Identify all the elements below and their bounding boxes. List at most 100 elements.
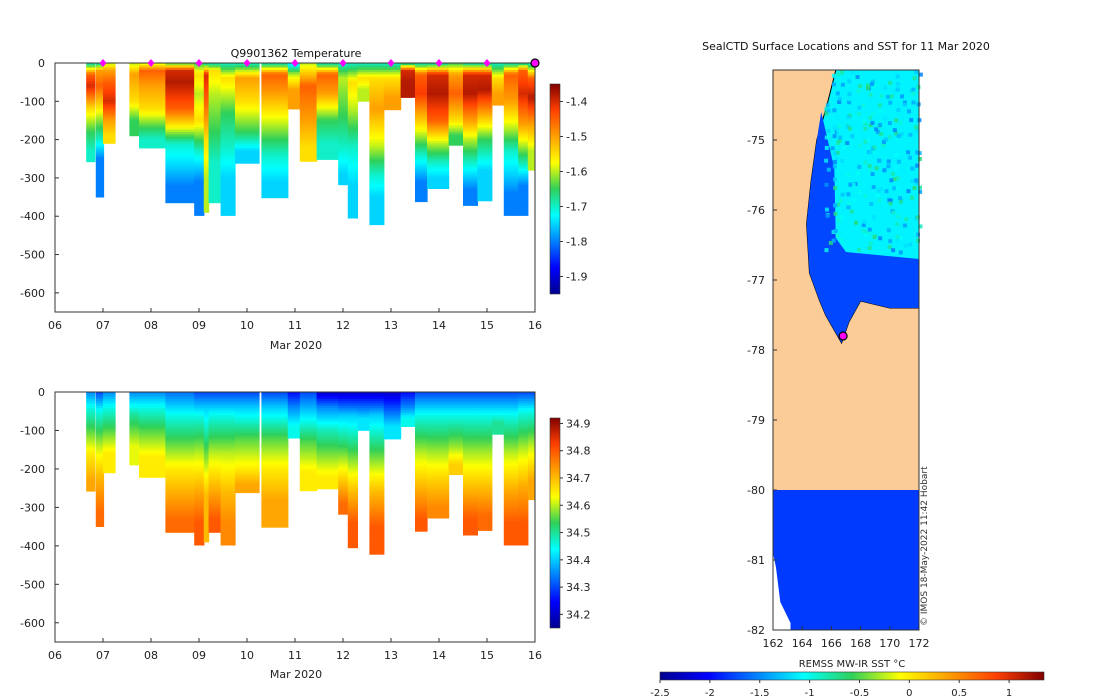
t-profile-cell	[427, 177, 450, 181]
t-profile-cell	[369, 127, 385, 131]
t-profile-cell	[86, 65, 96, 68]
t-profile-cell	[194, 194, 205, 197]
sst-pixel	[840, 214, 845, 219]
s-profile-cell	[518, 509, 529, 513]
t-profile-cell	[415, 99, 428, 103]
s-profile-cell	[427, 442, 450, 446]
sst-pixel	[895, 222, 900, 226]
s-profile-cell	[463, 452, 478, 455]
s-profile-cell	[194, 493, 205, 497]
t-profile-cell	[194, 205, 205, 209]
s-profile-cell	[369, 398, 385, 402]
s-profile-cell	[208, 512, 222, 515]
s-profile-cell	[338, 405, 349, 409]
s-profile-cell	[261, 495, 289, 499]
s-profile-cell	[415, 447, 428, 451]
t-profile-cell	[95, 173, 105, 176]
s-profile-cell	[95, 521, 105, 524]
t-profile-cell	[463, 168, 478, 172]
s-profile-cell	[383, 396, 402, 400]
s-profile-cell	[491, 392, 507, 395]
t-profile-cell	[503, 189, 519, 193]
s-profile-cell	[347, 493, 358, 497]
s-profile-cell	[220, 445, 236, 448]
t-profile-cell	[369, 106, 385, 110]
s-profile-cell	[347, 500, 358, 504]
s-profile-cell	[503, 486, 519, 490]
t-profile-cell	[338, 136, 349, 140]
s-profile-cell	[203, 408, 210, 411]
t-profile-cell	[427, 132, 450, 135]
t-profile-cell	[415, 173, 428, 176]
s-profile-cell	[86, 410, 96, 414]
sst-pixel	[833, 211, 838, 216]
t-profile-cell	[203, 175, 210, 179]
s-profile-cell	[220, 401, 236, 404]
t-profile-cell	[261, 76, 289, 80]
s-profile-cell	[165, 463, 195, 467]
s-profile-cell	[518, 505, 529, 508]
t-profile-cell	[86, 134, 96, 137]
t-profile-cell	[383, 99, 402, 103]
t-profile-cell	[463, 184, 478, 188]
t-profile-cell	[299, 150, 318, 153]
t-profile-cell	[463, 187, 478, 190]
s-y-tick-label: -300	[20, 501, 45, 514]
s-profile-cell	[369, 438, 385, 441]
t-profile-cell	[503, 97, 519, 101]
s-profile-cell	[369, 458, 385, 462]
s-profile-cell	[369, 440, 385, 444]
t-profile-cell	[477, 194, 493, 197]
s-profile-cell	[129, 438, 140, 441]
t-profile-cell	[261, 113, 289, 117]
t-profile-cell	[347, 67, 358, 71]
t-profile-cell	[203, 109, 210, 112]
t-profile-cell	[347, 127, 358, 131]
t-profile-cell	[518, 99, 529, 103]
t-profile-cell	[194, 145, 205, 149]
t-profile-cell	[527, 120, 535, 124]
t-profile-cell	[203, 141, 210, 144]
s-profile-cell	[383, 435, 402, 439]
t-profile-cell	[95, 189, 105, 193]
s-profile-cell	[448, 431, 464, 434]
s-profile-cell	[86, 463, 96, 467]
s-profile-cell	[220, 512, 236, 515]
t-profile-cell	[415, 81, 428, 85]
s-profile-cell	[194, 454, 205, 457]
s-profile-cell	[383, 431, 402, 434]
s-profile-cell	[139, 428, 166, 432]
s-profile-cell	[427, 419, 450, 423]
t-profile-cell	[503, 175, 519, 179]
t-profile-cell	[427, 115, 450, 119]
s-profile-cell	[427, 438, 450, 441]
sst-pixel	[834, 157, 839, 161]
t-profile-cell	[220, 67, 236, 71]
t-profile-cell	[139, 129, 166, 133]
t-profile-cell	[139, 136, 166, 140]
t-profile-cell	[338, 152, 349, 156]
s-profile-cell	[357, 424, 370, 427]
t-profile-cell	[208, 90, 222, 94]
t-profile-cell	[203, 182, 210, 186]
s-profile-cell	[95, 396, 105, 400]
s-profile-cell	[503, 426, 519, 430]
s-profile-cell	[357, 417, 370, 421]
t-profile-cell	[518, 127, 529, 131]
s-profile-cell	[527, 419, 535, 423]
t-profile-cell	[369, 81, 385, 85]
t-profile-cell	[194, 92, 205, 96]
sst-pixel	[829, 137, 833, 142]
t-profile-cell	[203, 88, 210, 91]
s-profile-cell	[347, 523, 358, 527]
s-profile-cell	[463, 465, 478, 469]
t-profile-cell	[220, 120, 236, 124]
t-profile-cell	[220, 97, 236, 101]
s-profile-cell	[220, 422, 236, 425]
s-profile-cell	[503, 465, 519, 469]
t-profile-cell	[95, 115, 105, 119]
s-profile-cell	[477, 486, 493, 490]
s-profile-cell	[503, 535, 519, 538]
s-profile-cell	[261, 509, 289, 513]
s-profile-cell	[503, 488, 519, 492]
